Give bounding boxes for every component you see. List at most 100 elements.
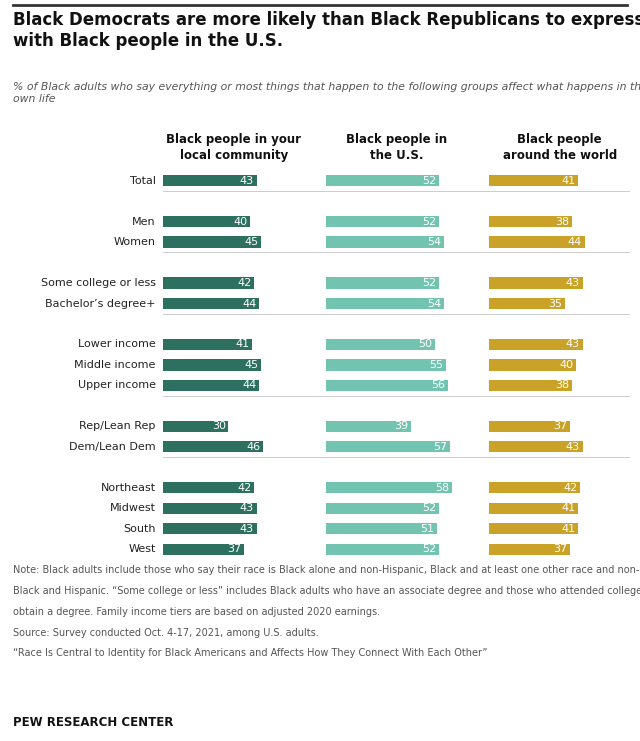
Text: Black people
around the world: Black people around the world: [502, 133, 617, 162]
Text: Women: Women: [113, 237, 156, 247]
Text: 54: 54: [427, 237, 441, 247]
Text: 57: 57: [433, 442, 447, 452]
Bar: [163, 482, 255, 494]
Bar: [163, 441, 263, 453]
Text: 35: 35: [548, 299, 563, 308]
Text: 44: 44: [242, 380, 256, 391]
Bar: [163, 502, 257, 514]
Text: 41: 41: [561, 524, 575, 534]
Text: 40: 40: [559, 360, 573, 370]
Text: 37: 37: [227, 544, 241, 554]
Text: 38: 38: [555, 216, 569, 227]
Text: 56: 56: [431, 380, 445, 391]
Text: 45: 45: [244, 237, 259, 247]
Text: Middle income: Middle income: [74, 360, 156, 370]
Text: 43: 43: [240, 524, 254, 534]
Text: % of Black adults who say everything or most things that happen to the following: % of Black adults who say everything or …: [13, 82, 640, 104]
Text: 42: 42: [237, 278, 252, 288]
Text: 42: 42: [564, 483, 578, 493]
Text: Source: Survey conducted Oct. 4-17, 2021, among U.S. adults.: Source: Survey conducted Oct. 4-17, 2021…: [13, 628, 319, 637]
Text: 52: 52: [422, 216, 436, 227]
Text: Men: Men: [132, 216, 156, 227]
Text: Dem/Lean Dem: Dem/Lean Dem: [69, 442, 156, 452]
Bar: [326, 277, 439, 289]
Bar: [326, 441, 450, 453]
Text: Bachelor’s degree+: Bachelor’s degree+: [45, 299, 156, 308]
Text: 51: 51: [420, 524, 435, 534]
Bar: [326, 502, 439, 514]
Text: 52: 52: [422, 176, 436, 186]
Bar: [326, 380, 448, 391]
Text: Upper income: Upper income: [77, 380, 156, 391]
Bar: [326, 216, 439, 227]
Bar: [489, 482, 580, 494]
Text: 58: 58: [435, 483, 450, 493]
Text: 55: 55: [429, 360, 443, 370]
Text: Note: Black adults include those who say their race is Black alone and non-Hispa: Note: Black adults include those who say…: [13, 565, 640, 575]
Bar: [163, 298, 259, 309]
Bar: [489, 277, 582, 289]
Text: 54: 54: [427, 299, 441, 308]
Text: 43: 43: [566, 339, 580, 350]
Bar: [326, 482, 452, 494]
Text: PEW RESEARCH CENTER: PEW RESEARCH CENTER: [13, 716, 173, 729]
Bar: [163, 421, 228, 432]
Text: obtain a degree. Family income tiers are based on adjusted 2020 earnings.: obtain a degree. Family income tiers are…: [13, 607, 380, 617]
Bar: [489, 380, 572, 391]
Text: Total: Total: [129, 176, 156, 186]
Bar: [163, 216, 250, 227]
Text: 43: 43: [240, 503, 254, 514]
Bar: [163, 339, 252, 350]
Text: Lower income: Lower income: [78, 339, 156, 350]
Text: Black people in
the U.S.: Black people in the U.S.: [346, 133, 447, 162]
Text: 30: 30: [212, 422, 226, 431]
Text: 41: 41: [561, 176, 575, 186]
Bar: [489, 502, 579, 514]
Bar: [326, 359, 445, 370]
Text: 52: 52: [422, 503, 436, 514]
Text: 52: 52: [422, 278, 436, 288]
Text: 37: 37: [553, 422, 567, 431]
Text: 43: 43: [240, 176, 254, 186]
Text: Some college or less: Some college or less: [40, 278, 156, 288]
Bar: [489, 298, 565, 309]
Bar: [326, 236, 444, 247]
Text: 46: 46: [246, 442, 260, 452]
Bar: [489, 216, 572, 227]
Text: 50: 50: [418, 339, 432, 350]
Text: 42: 42: [237, 483, 252, 493]
Text: “Race Is Central to Identity for Black Americans and Affects How They Connect Wi: “Race Is Central to Identity for Black A…: [13, 648, 487, 658]
Text: Black people in your
local community: Black people in your local community: [166, 133, 301, 162]
Bar: [326, 339, 435, 350]
Text: South: South: [123, 524, 156, 534]
Bar: [163, 175, 257, 186]
Text: 43: 43: [566, 442, 580, 452]
Text: 52: 52: [422, 544, 436, 554]
Bar: [326, 175, 439, 186]
Text: 43: 43: [566, 278, 580, 288]
Bar: [163, 359, 261, 370]
Text: 41: 41: [561, 503, 575, 514]
Bar: [489, 544, 570, 555]
Bar: [163, 236, 261, 247]
Bar: [163, 544, 244, 555]
Text: 41: 41: [236, 339, 250, 350]
Text: Rep/Lean Rep: Rep/Lean Rep: [79, 422, 156, 431]
Bar: [163, 523, 257, 534]
Bar: [489, 421, 570, 432]
Bar: [489, 359, 576, 370]
Bar: [326, 523, 437, 534]
Bar: [326, 421, 411, 432]
Bar: [489, 236, 585, 247]
Bar: [489, 523, 579, 534]
Bar: [163, 380, 259, 391]
Text: 44: 44: [242, 299, 256, 308]
Text: 37: 37: [553, 544, 567, 554]
Bar: [489, 441, 582, 453]
Text: 38: 38: [555, 380, 569, 391]
Bar: [489, 339, 582, 350]
Bar: [326, 544, 439, 555]
Text: 45: 45: [244, 360, 259, 370]
Bar: [163, 277, 255, 289]
Text: Midwest: Midwest: [109, 503, 156, 514]
